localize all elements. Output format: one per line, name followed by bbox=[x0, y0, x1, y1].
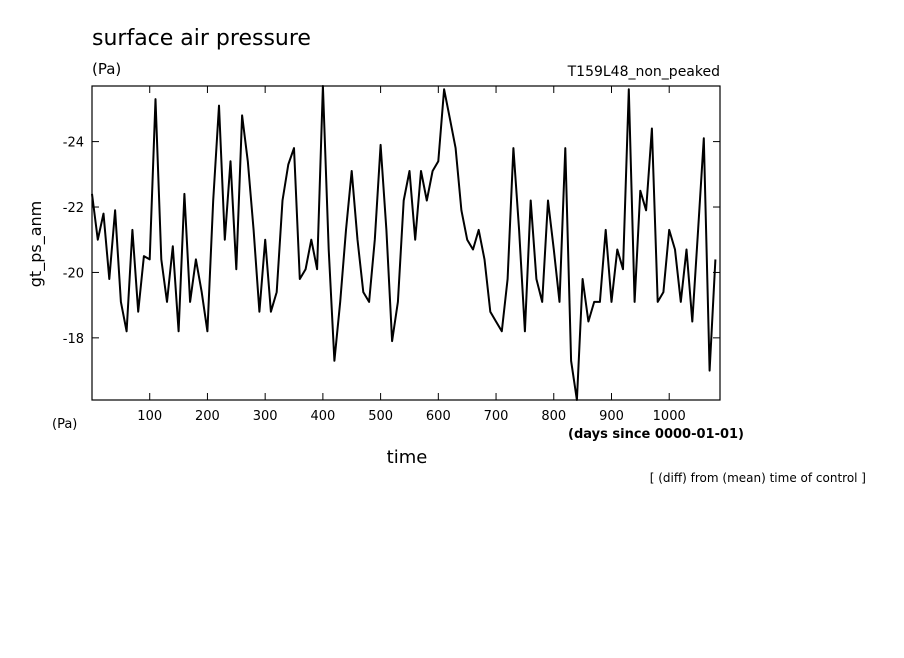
data-line bbox=[91, 85, 717, 401]
y-tick-label: -20 bbox=[63, 266, 84, 281]
units: (Pa) bbox=[92, 60, 121, 78]
y-axis-label: gt_ps_anm bbox=[26, 201, 46, 287]
y-tick-label: -22 bbox=[63, 201, 84, 216]
x-tick-label: 100 bbox=[137, 409, 162, 424]
chart-title: surface air pressure bbox=[92, 26, 311, 51]
note: [ (diff) from (mean) time of control ] bbox=[650, 471, 866, 485]
y-tick-label: -24 bbox=[63, 136, 84, 151]
x-tick-label: 300 bbox=[253, 409, 278, 424]
x-tick-label: 200 bbox=[195, 409, 220, 424]
plot-frame bbox=[91, 85, 721, 401]
x-tick-label: 1000 bbox=[653, 409, 686, 424]
x-units: (days since 0000-01-01) bbox=[568, 427, 744, 442]
x-tick-label: 400 bbox=[310, 409, 335, 424]
x-tick-label: 500 bbox=[368, 409, 393, 424]
x-tick-label: 800 bbox=[541, 409, 566, 424]
run-name: T159L48_non_peaked bbox=[567, 64, 720, 80]
x-tick-label: 700 bbox=[484, 409, 509, 424]
x-tick-label: 600 bbox=[426, 409, 451, 424]
y-tick-label: -18 bbox=[63, 332, 84, 347]
x-axis-label: time bbox=[387, 447, 428, 468]
x-tick-label: 900 bbox=[599, 409, 624, 424]
y-units: (Pa) bbox=[52, 417, 77, 432]
